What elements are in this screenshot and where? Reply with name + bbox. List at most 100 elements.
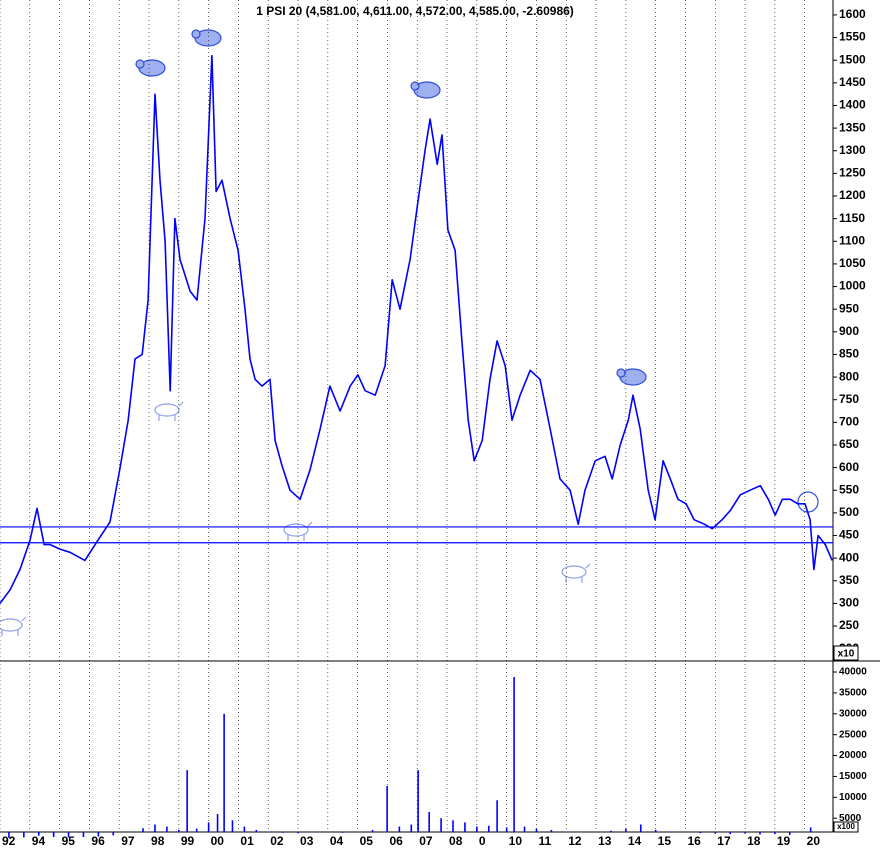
x-tick-label: 0 xyxy=(479,834,486,848)
volume-bar xyxy=(186,770,188,832)
x-tick-label: 05 xyxy=(360,834,374,848)
volume-bar xyxy=(154,824,156,832)
bear-icon xyxy=(135,59,166,77)
y-tick-label: 450 xyxy=(839,528,859,542)
volume-bar xyxy=(386,786,388,832)
volume-bar xyxy=(699,832,702,834)
bear-icon xyxy=(191,29,222,47)
volume-bar xyxy=(23,832,25,838)
y-tick-label: 1000 xyxy=(839,279,866,293)
y-tick-label: 600 xyxy=(839,460,859,474)
price-line xyxy=(0,54,833,604)
volume-bar xyxy=(496,800,498,832)
bull-icon xyxy=(0,616,27,636)
x-tick-label: 92 xyxy=(2,834,16,848)
x-tick-label: 98 xyxy=(151,834,165,848)
volume-bar xyxy=(476,826,478,832)
chart-title: 1 PSI 20 (4,581.00, 4,611.00, 4,572.00, … xyxy=(256,4,574,18)
volume-bar xyxy=(744,832,746,834)
y-tick-label: 10000 xyxy=(839,792,867,803)
scale-note: x10 xyxy=(838,649,855,660)
x-tick-label: 06 xyxy=(389,834,403,848)
y-tick-label: 1150 xyxy=(839,211,865,225)
y-tick-label: 800 xyxy=(839,369,859,383)
volume-bar xyxy=(195,828,198,832)
x-tick-label: 07 xyxy=(419,834,433,848)
x-tick-label: 19 xyxy=(777,834,791,848)
x-tick-label: 99 xyxy=(181,834,195,848)
y-tick-label: 850 xyxy=(839,347,859,361)
volume-bar xyxy=(398,826,401,832)
volume-bar xyxy=(714,832,717,834)
x-tick-label: 11 xyxy=(538,834,551,848)
volume-bar xyxy=(223,713,225,832)
y-tick-label: 40000 xyxy=(839,667,867,678)
y-tick-label: 900 xyxy=(839,324,859,338)
y-tick-label: 350 xyxy=(839,573,859,587)
volume-bar xyxy=(417,770,419,832)
volume-bar xyxy=(440,818,442,832)
y-tick-label: 30000 xyxy=(839,708,867,719)
volume-bar xyxy=(513,677,515,832)
y-tick-label: 700 xyxy=(839,415,859,429)
bear-icon xyxy=(616,368,647,386)
y-tick-label: 500 xyxy=(839,505,859,519)
y-tick-label: 1350 xyxy=(839,120,866,134)
volume-bar xyxy=(464,822,466,832)
volume-bar xyxy=(452,820,454,832)
bull-icon xyxy=(283,521,313,541)
volume-bar xyxy=(207,822,210,832)
scale-box xyxy=(833,645,859,661)
volume-bar xyxy=(341,832,344,833)
y-tick-label: 25000 xyxy=(839,729,867,740)
y-tick-label: 300 xyxy=(839,596,859,610)
volume-bar xyxy=(809,827,812,832)
x-tick-label: 97 xyxy=(121,834,135,848)
y-tick-label: 550 xyxy=(839,482,859,496)
y-tick-label: 15000 xyxy=(839,771,867,782)
x-tick-label: 16 xyxy=(687,834,701,848)
y-tick-label: 1600 xyxy=(839,7,866,21)
volume-bar xyxy=(428,811,430,832)
volume-bar xyxy=(8,832,10,838)
volume-bar xyxy=(297,832,299,834)
volume-bar xyxy=(231,820,234,832)
volume-bar xyxy=(82,832,85,838)
y-tick-label: 1250 xyxy=(839,166,866,180)
x-tick-label: 20 xyxy=(807,834,821,848)
volume-bar xyxy=(729,832,731,835)
volume-bar xyxy=(255,829,258,832)
y-tick-label: 1550 xyxy=(839,30,866,44)
volume-bar xyxy=(788,832,791,835)
x-tick-label: 18 xyxy=(747,834,761,848)
y-tick-label: 1050 xyxy=(839,256,866,270)
y-tick-label: 1450 xyxy=(839,75,866,89)
y-tick-label: 20000 xyxy=(839,750,867,761)
volume-bar xyxy=(759,832,761,835)
x-tick-label: 94 xyxy=(32,834,46,848)
volume-bar xyxy=(625,828,627,832)
volume-bar xyxy=(523,826,526,832)
volume-bar xyxy=(487,825,490,832)
volume-bar xyxy=(112,832,115,836)
volume-axis: 40000 35000 30000 25000 20000 15000 10000 5000 xyxy=(833,667,867,824)
volume-bar xyxy=(639,824,642,832)
volume-bar xyxy=(166,826,168,832)
volume-bar xyxy=(774,832,776,835)
scale-box xyxy=(833,821,859,833)
price-axis: 1600 1550 1500 1450 1400 1350 1300 1250 1200 1150… xyxy=(833,7,866,655)
y-tick-label: 1300 xyxy=(839,143,866,157)
y-tick-label: 400 xyxy=(839,550,859,564)
volume-bar xyxy=(97,832,100,837)
x-tick-label: 17 xyxy=(717,834,731,848)
y-tick-label: 1200 xyxy=(839,188,866,202)
volume-bar xyxy=(216,814,219,832)
volume-bar xyxy=(535,828,538,832)
volume-bar xyxy=(37,832,40,836)
scale-note: x100 xyxy=(837,822,855,831)
y-tick-label: 1400 xyxy=(839,98,866,112)
x-tick-label: 13 xyxy=(598,834,612,848)
